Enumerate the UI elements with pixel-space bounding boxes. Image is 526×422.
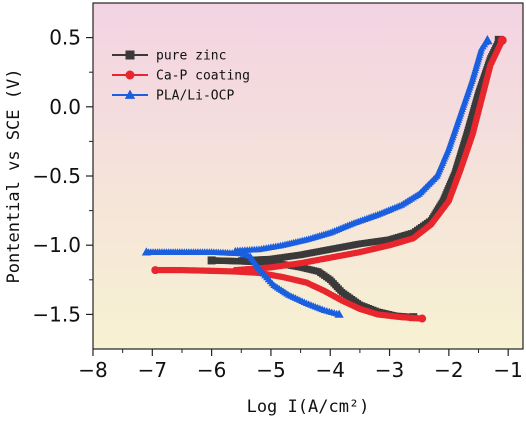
x-tick-label: −6	[197, 358, 226, 382]
x-tick-label: −8	[78, 358, 107, 382]
legend-entry: PLA/Li-OCP	[112, 89, 234, 104]
y-axis-title: Pontential vs SCE (V)	[4, 69, 24, 284]
data-point	[334, 309, 344, 318]
data-point	[141, 247, 151, 256]
data-point	[207, 256, 216, 265]
series-ca-p-coating	[151, 35, 507, 323]
data-point	[151, 266, 160, 275]
axis-layer: −8 −7 −6 −5 −4 −3 −2 −1 0.5 0.0 −0.5 −1.0 −1.5	[32, 26, 522, 382]
data-point	[497, 35, 507, 45]
series-layer	[141, 34, 507, 323]
x-axis-title: Log I(A/cm²)	[247, 397, 370, 417]
y-tick-label: −1.0	[32, 233, 81, 257]
legend-label: Ca-P coating	[156, 69, 250, 84]
legend-marker-triangle	[124, 89, 136, 99]
legend-label: PLA/Li-OCP	[156, 89, 234, 104]
x-tick-label: −4	[315, 358, 344, 382]
legend-marker-circle	[125, 70, 135, 80]
series-pla-li-ocp	[141, 34, 493, 318]
x-tick-label: −5	[256, 358, 285, 382]
y-tick-label: −0.5	[32, 164, 81, 188]
data-point	[482, 34, 493, 45]
x-tick-label: −1	[493, 358, 522, 382]
x-tick-label: −3	[375, 358, 404, 382]
legend-entry: Ca-P coating	[112, 69, 250, 84]
legend: pure zinc Ca-P coating PLA/Li-OCP	[112, 49, 250, 104]
x-tick-label: −2	[434, 358, 463, 382]
y-tick-label: −1.5	[32, 302, 81, 326]
y-tick-label: 0.0	[49, 95, 81, 119]
x-tick-label: −7	[138, 358, 167, 382]
y-tick-label: 0.5	[49, 26, 81, 50]
data-point	[418, 314, 427, 323]
legend-label: pure zinc	[156, 49, 226, 64]
legend-marker-square	[125, 50, 135, 60]
legend-entry: pure zinc	[112, 49, 226, 64]
